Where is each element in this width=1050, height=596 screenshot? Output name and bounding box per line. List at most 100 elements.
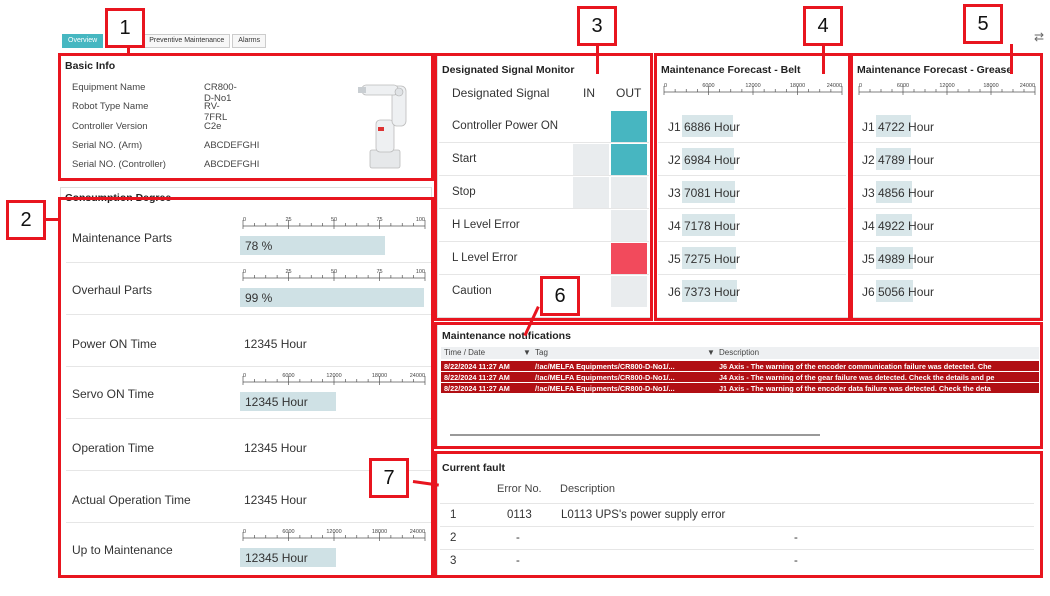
forecast-bar — [876, 247, 913, 269]
notification-description: J6 Axis - The warning of the encoder com… — [719, 362, 992, 371]
scale-tick-label: 18000 — [790, 83, 805, 89]
signal-label: Stop — [452, 186, 476, 198]
notifications-title: Maintenance notifications — [442, 330, 571, 342]
fault-description-header: Description — [560, 483, 616, 495]
forecast-bar — [876, 148, 912, 170]
basic-info-title: Basic Info — [65, 60, 116, 72]
consumption-value: 12345 Hour — [244, 337, 307, 351]
scale-tick-label: 75 — [376, 269, 382, 275]
notification-row[interactable]: 8/22/2024 11:27 AM /!ac/MELFA Equipments/… — [441, 361, 1039, 371]
tab-bar: Overview Preventive Maintenance Alarms — [62, 34, 267, 48]
fault-row: 1 0113 L0113 UPS's power supply error — [440, 503, 1034, 525]
tab-overview[interactable]: Overview — [62, 34, 104, 48]
col-time-date[interactable]: Time / Date — [444, 348, 486, 357]
info-key: Controller Version — [72, 121, 148, 132]
filter-icon[interactable]: ▼ — [523, 348, 531, 357]
scale-tick-label: 50 — [331, 217, 337, 223]
col-tag[interactable]: Tag — [535, 348, 548, 357]
tab-preventive-maintenance[interactable]: Preventive Maintenance — [143, 34, 231, 48]
scale-tick-label: 6000 — [282, 529, 294, 535]
forecast-bar — [682, 214, 736, 236]
callout-6: 6 — [540, 276, 580, 316]
consumption-label: Actual Operation Time — [72, 493, 191, 507]
fault-index: 1 — [450, 509, 457, 521]
current-fault-panel: Current fault — [437, 453, 1041, 576]
forecast-axis-label: J2 — [862, 153, 875, 167]
refresh-icon[interactable]: ⇄ — [1033, 30, 1045, 44]
consumption-label: Maintenance Parts — [72, 231, 173, 245]
forecast-bar — [682, 280, 737, 302]
forecast-bar — [682, 115, 734, 137]
signal-label: H Level Error — [452, 219, 520, 231]
forecast-value: 7081 Hour — [684, 186, 741, 200]
tab-alarms[interactable]: Alarms — [232, 34, 267, 48]
forecast-value: 6984 Hour — [684, 153, 741, 167]
current-fault-title: Current fault — [442, 462, 505, 474]
forecast-row: J3 4856 Hour — [852, 176, 1040, 209]
forecast-value: 7178 Hour — [684, 219, 741, 233]
scale-tick-label: 100 — [416, 269, 425, 275]
fault-error-no: - — [516, 555, 520, 567]
forecast-row: J1 6886 Hour — [658, 110, 846, 143]
forecast-axis-label: J4 — [862, 219, 875, 233]
consumption-bar — [240, 288, 425, 307]
horizontal-scrollbar[interactable] — [450, 434, 820, 436]
forecast-axis-label: J5 — [862, 252, 875, 266]
consumption-scale: 0 6000 12000 18000 24000 — [242, 373, 426, 385]
forecast-bar — [876, 115, 911, 137]
scale-tick-label: 18000 — [372, 373, 387, 379]
forecast-axis-label: J4 — [668, 219, 681, 233]
signal-label: Start — [452, 153, 477, 165]
forecast-value: 5056 Hour — [878, 285, 935, 299]
info-value: ABCDEFGHI — [204, 140, 260, 151]
forecast-axis-label: J2 — [668, 153, 681, 167]
forecast-value: 4989 Hour — [878, 252, 935, 266]
signal-row: Start — [439, 143, 649, 176]
filter-icon[interactable]: ▼ — [707, 348, 715, 357]
forecast-row: J3 7081 Hour — [658, 176, 846, 209]
forecast-bar — [876, 181, 912, 203]
scale-tick-label: 24000 — [410, 373, 425, 379]
forecast-axis-label: J1 — [668, 120, 681, 134]
callout-3: 3 — [577, 6, 617, 46]
col-description[interactable]: Description — [719, 348, 760, 357]
notification-tag: /!ac/MELFA Equipments/CR800-D-No1/... — [535, 373, 675, 382]
signal-label: Controller Power ON — [452, 120, 559, 132]
out-col-header: OUT — [616, 86, 642, 100]
signal-out-indicator — [611, 276, 647, 307]
forecast-axis-label: J1 — [862, 120, 875, 134]
forecast-bar — [682, 181, 735, 203]
scale-tick-label: 0 — [243, 529, 246, 535]
consumption-row: Overhaul Parts 0 25 50 75 100 99 % — [66, 263, 432, 315]
forecast-row: J2 6984 Hour — [658, 143, 846, 176]
consumption-label: Up to Maintenance — [72, 543, 173, 557]
forecast-grease-scale: 0 6000 12000 18000 24000 — [858, 83, 1036, 95]
robot-arm-icon — [358, 84, 407, 169]
scale-tick-label: 75 — [376, 217, 382, 223]
info-value: CR800-D-No1 — [204, 82, 237, 104]
consumption-label: Servo ON Time — [72, 387, 155, 401]
signal-in-indicator — [573, 177, 609, 208]
forecast-axis-label: J5 — [668, 252, 681, 266]
consumption-label: Power ON Time — [72, 337, 157, 351]
notification-time: 8/22/2024 11:27 AM — [444, 373, 510, 382]
scale-tick-label: 12000 — [326, 373, 341, 379]
notification-row[interactable]: 8/22/2024 11:27 AM /!ac/MELFA Equipments/… — [441, 372, 1039, 382]
scale-tick-label: 0 — [859, 83, 862, 89]
consumption-bar — [240, 548, 336, 567]
info-key: Robot Type Name — [72, 101, 149, 112]
consumption-label: Operation Time — [72, 441, 155, 455]
notification-tag: /!ac/MELFA Equipments/CR800-D-No1/... — [535, 384, 675, 393]
forecast-row: J6 5056 Hour — [852, 275, 1040, 308]
consumption-value: 12345 Hour — [244, 493, 307, 507]
scale-tick-label: 0 — [243, 217, 246, 223]
consumption-row: Maintenance Parts 0 25 50 75 100 78 % — [66, 211, 432, 263]
info-value: RV-7FRL — [204, 101, 228, 123]
forecast-axis-label: J6 — [668, 285, 681, 299]
callout-4: 4 — [803, 6, 843, 46]
forecast-row: J5 7275 Hour — [658, 242, 846, 275]
notification-row[interactable]: 8/22/2024 11:27 AM /!ac/MELFA Equipments/… — [441, 383, 1039, 393]
connector-5 — [1010, 44, 1013, 74]
info-value: ABCDEFGHI — [204, 159, 260, 170]
forecast-belt-title: Maintenance Forecast - Belt — [661, 64, 801, 76]
